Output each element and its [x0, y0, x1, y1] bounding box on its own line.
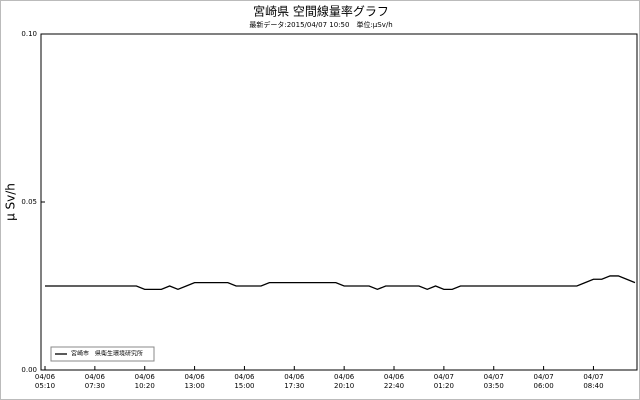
data-line — [45, 275, 636, 291]
x-tick-label: 04/07 01:20 — [433, 373, 454, 390]
legend-label: 宮崎市 県衛生環境研究所 — [71, 350, 143, 358]
x-tick-label: 04/07 03:50 — [483, 373, 504, 390]
plot-frame — [40, 33, 638, 371]
x-tick-label: 04/06 17:30 — [284, 373, 305, 390]
x-tick-label: 04/06 13:00 — [184, 373, 205, 390]
y-axis-label: μ Sv/h — [4, 183, 18, 221]
x-tick-label: 04/06 15:00 — [234, 373, 255, 390]
y-tick-label: 0.00 — [21, 366, 37, 374]
legend-box — [50, 346, 155, 362]
x-tick-label: 04/06 05:10 — [34, 373, 56, 390]
x-tick-label: 04/06 20:10 — [334, 373, 355, 390]
x-tick-label: 04/06 10:20 — [134, 373, 155, 390]
x-tick-label: 04/07 08:40 — [583, 373, 604, 390]
chart-title: 宮崎県 空間線量率グラフ — [253, 4, 389, 19]
x-tick-label: 04/07 06:00 — [533, 373, 554, 390]
x-tick-label: 04/06 22:40 — [383, 373, 405, 390]
chart-subtitle: 最新データ:2015/04/07 10:50 単位:μSv/h — [249, 20, 392, 29]
y-tick-label: 0.05 — [21, 198, 37, 206]
x-tick-label: 04/06 07:30 — [84, 373, 105, 390]
y-tick-label: 0.10 — [21, 30, 37, 38]
